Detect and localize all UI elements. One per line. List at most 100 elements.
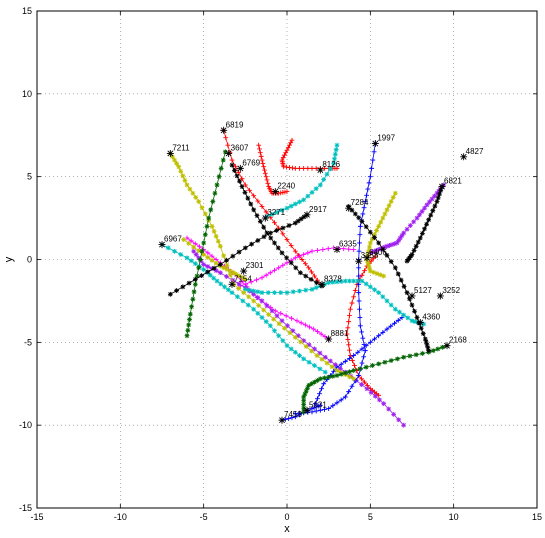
data-point (389, 242, 395, 247)
data-point (209, 223, 215, 229)
data-point (429, 196, 435, 202)
endpoint-1997: 1997 (371, 134, 396, 148)
data-point (236, 164, 244, 172)
data-point (334, 142, 340, 148)
data-point (204, 223, 210, 229)
data-point (307, 324, 312, 330)
data-point (275, 245, 281, 251)
data-point (230, 253, 236, 259)
axes-frame (36, 10, 538, 509)
x-tick-label: 5 (368, 512, 373, 522)
data-point (198, 258, 204, 264)
y-tick-label: -5 (24, 337, 32, 347)
data-point (344, 331, 350, 337)
data-point (184, 182, 190, 188)
data-point (192, 281, 198, 287)
data-point (259, 275, 265, 281)
data-point (352, 211, 358, 217)
data-point (317, 391, 322, 397)
data-point (404, 290, 410, 296)
data-point (246, 294, 252, 300)
data-point (401, 230, 407, 236)
endpoint-7154: 7154 (228, 274, 252, 288)
endpoint-label: 3252 (442, 286, 460, 295)
endpoint-8126: 8126 (316, 160, 341, 174)
data-point (176, 164, 182, 170)
data-point (283, 313, 289, 319)
data-point (460, 153, 468, 161)
data-point (265, 290, 271, 296)
data-point (430, 348, 436, 354)
data-point (422, 336, 428, 342)
data-point (332, 156, 337, 162)
data-point (342, 370, 348, 376)
data-point (315, 247, 320, 253)
data-point (324, 360, 330, 366)
data-point (208, 207, 214, 213)
data-point (401, 354, 407, 360)
data-point (276, 265, 282, 271)
x-tick-label: 0 (284, 512, 289, 522)
endpoint-6967: 6967 (158, 235, 182, 249)
data-point (338, 397, 344, 403)
data-point (207, 272, 213, 278)
endpoint-6821: 6821 (438, 177, 462, 191)
data-point (271, 188, 279, 196)
data-point (247, 187, 252, 193)
data-point (327, 166, 333, 172)
trajectory-19 (167, 212, 310, 297)
endpoint-6769: 6769 (236, 158, 261, 172)
data-point (213, 268, 219, 274)
data-point (202, 232, 208, 238)
data-point (372, 232, 377, 238)
data-point (305, 193, 311, 199)
data-point (272, 240, 277, 246)
data-point (317, 402, 323, 408)
endpoint-label: 6406 (369, 248, 387, 257)
data-point (284, 290, 290, 296)
data-point (158, 241, 166, 249)
data-point (363, 224, 369, 230)
data-point (167, 291, 173, 297)
data-point (288, 243, 294, 248)
data-point (312, 401, 318, 407)
data-point (251, 306, 257, 312)
data-point (191, 289, 197, 295)
data-point (311, 405, 317, 411)
data-point (349, 383, 355, 389)
data-point (309, 348, 314, 354)
data-point (364, 192, 369, 198)
data-point (186, 240, 192, 246)
data-point (376, 247, 382, 252)
data-point (196, 248, 202, 254)
data-point (421, 321, 427, 327)
data-point (297, 288, 302, 294)
data-point (217, 243, 223, 249)
data-point (263, 209, 269, 215)
data-point (211, 228, 217, 234)
data-point (316, 166, 324, 174)
endpoint-labels: 6819 3607 7211 6769 8126 2240 1997 4827 6821 2917… (158, 120, 484, 424)
data-point (399, 233, 405, 238)
data-point (288, 346, 294, 352)
data-point (392, 241, 397, 247)
data-point (367, 268, 373, 274)
data-point (210, 199, 216, 204)
data-point (436, 292, 444, 300)
data-point (381, 273, 387, 279)
data-point (305, 385, 310, 391)
endpoint-label: 6821 (444, 177, 462, 186)
data-point (346, 389, 352, 395)
x-tick-label: -10 (114, 512, 127, 522)
data-point (330, 403, 336, 409)
data-point (186, 322, 192, 328)
data-point (297, 270, 303, 276)
data-point (201, 267, 207, 272)
data-point (345, 204, 353, 212)
data-point (272, 220, 277, 226)
data-point (357, 223, 363, 229)
data-point (261, 234, 267, 240)
data-point (293, 265, 299, 271)
data-point (292, 201, 298, 207)
data-point (349, 207, 355, 213)
